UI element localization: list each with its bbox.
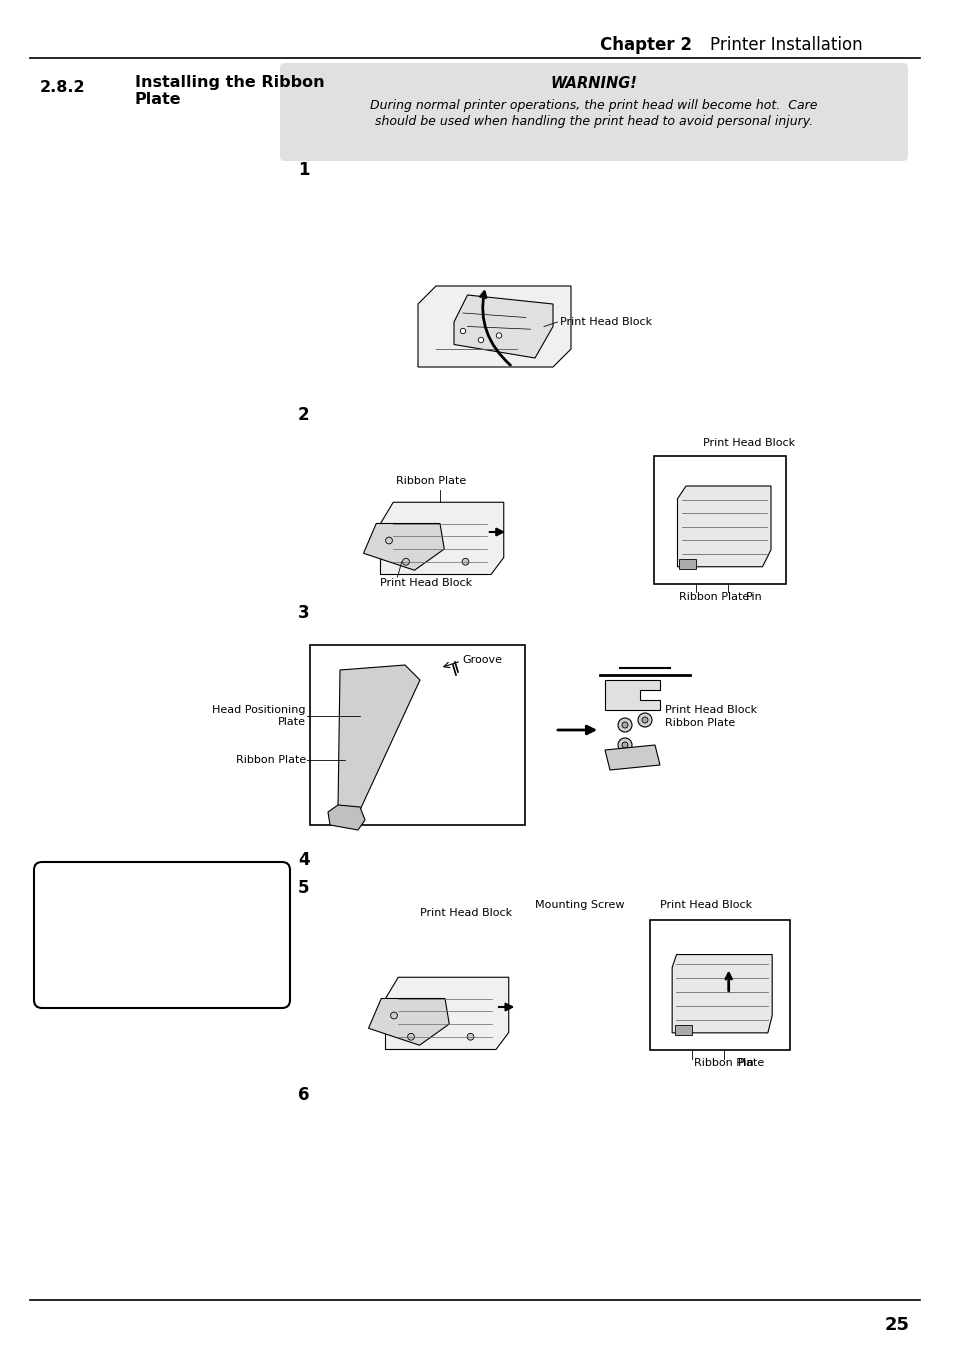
Text: Printer Installation: Printer Installation [709,36,862,54]
Polygon shape [604,744,659,770]
Circle shape [390,1012,397,1019]
Circle shape [641,717,647,723]
Text: Print Head Block: Print Head Block [702,439,794,449]
Text: Print Head Block: Print Head Block [380,578,472,588]
Bar [310,644,524,825]
Text: Ribbon Plate: Ribbon Plate [679,592,749,601]
Text: Print Head Block: Print Head Block [560,317,652,327]
Text: Installing the Ribbon: Installing the Ribbon [135,76,324,91]
Text: Print Head Block: Print Head Block [659,900,751,911]
Circle shape [402,558,409,565]
Text: Mounting Screw: Mounting Screw [535,900,624,911]
Text: Groove: Groove [461,655,501,665]
Polygon shape [604,680,659,711]
Text: Head Positioning: Head Positioning [213,705,306,715]
Text: 3: 3 [297,604,310,621]
Text: 5: 5 [297,880,309,897]
Text: 25: 25 [884,1316,909,1333]
Text: Print Head Block: Print Head Block [664,705,757,715]
Bar [654,457,785,584]
Text: Pin: Pin [744,592,761,601]
Text: 2.8.2: 2.8.2 [40,81,86,96]
Circle shape [407,1034,414,1040]
Circle shape [621,721,627,728]
FancyBboxPatch shape [280,63,907,161]
Polygon shape [677,486,770,567]
Bar [674,1025,692,1035]
Text: should be used when handling the print head to avoid personal injury.: should be used when handling the print h… [375,115,812,128]
Bar [679,559,696,569]
FancyBboxPatch shape [34,862,290,1008]
Polygon shape [368,998,449,1046]
Text: WARNING!: WARNING! [550,77,637,92]
Polygon shape [672,955,771,1034]
Polygon shape [417,286,571,367]
Circle shape [621,742,627,748]
Text: 2: 2 [297,407,310,424]
Text: Print Head Block: Print Head Block [419,908,512,917]
Text: Chapter 2: Chapter 2 [599,36,691,54]
Circle shape [459,328,465,334]
Polygon shape [337,665,419,811]
Text: Ribbon Plate: Ribbon Plate [235,755,306,765]
Text: Ribbon Plate: Ribbon Plate [664,717,735,728]
Text: Ribbon Plate: Ribbon Plate [693,1058,763,1069]
Circle shape [477,338,483,343]
Bar [650,920,789,1050]
Circle shape [385,538,392,544]
Circle shape [467,1034,474,1040]
Polygon shape [454,295,553,358]
Polygon shape [363,523,444,570]
Polygon shape [380,503,503,574]
Circle shape [618,717,631,732]
Circle shape [638,713,651,727]
Text: Ribbon Plate: Ribbon Plate [395,476,466,486]
Text: During normal printer operations, the print head will become hot.  Care: During normal printer operations, the pr… [370,99,817,112]
Text: 4: 4 [297,851,310,869]
Circle shape [496,332,501,338]
Circle shape [618,738,631,753]
Text: Plate: Plate [277,717,306,727]
Circle shape [461,558,469,565]
Text: 6: 6 [297,1086,309,1104]
Text: Pin: Pin [737,1058,754,1069]
Text: 1: 1 [297,161,309,178]
Polygon shape [328,805,365,830]
Text: Plate: Plate [135,92,181,108]
Polygon shape [385,977,508,1050]
